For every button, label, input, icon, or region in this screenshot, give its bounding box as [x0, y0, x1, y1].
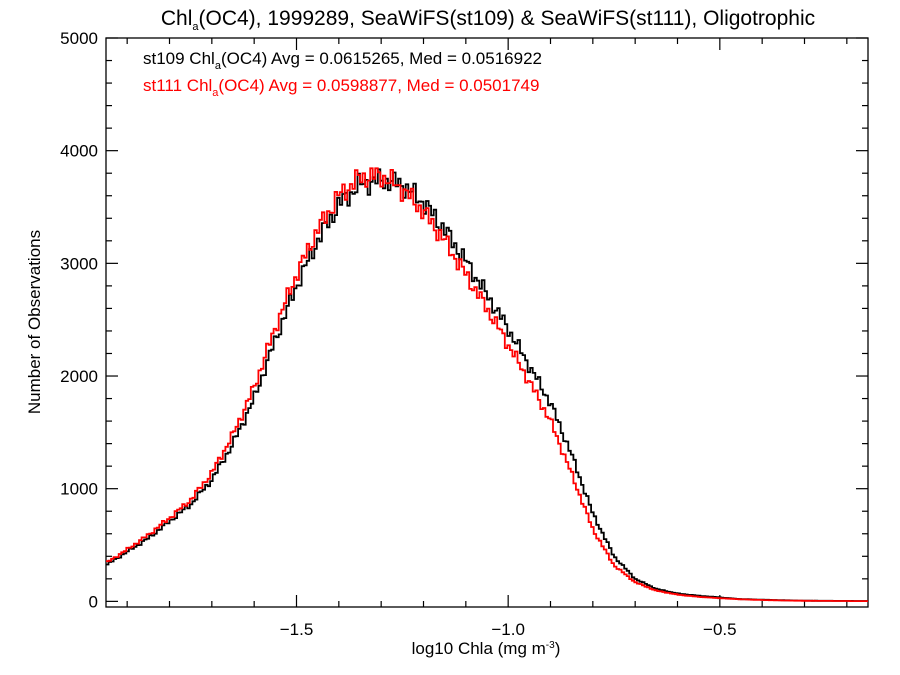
x-tick-label: −0.5	[703, 620, 737, 639]
y-axis-ticks: 0 1000 2000 3000 4000 5000	[60, 29, 868, 611]
series-group	[106, 167, 868, 602]
plot-frame	[105, 37, 869, 608]
legend-entry-st109: st109 Chla(OC4) Avg = 0.0615265, Med = 0…	[143, 49, 542, 72]
y-tick-label: 3000	[60, 254, 98, 273]
y-tick-label: 5000	[60, 29, 98, 48]
chart-title: Chla(OC4), 1999289, SeaWiFS(st109) & Sea…	[161, 7, 815, 33]
y-tick-label: 1000	[60, 480, 98, 499]
series-line-st111	[106, 167, 868, 602]
legend: st109 Chla(OC4) Avg = 0.0615265, Med = 0…	[143, 49, 542, 99]
x-axis-ticks: −1.5 −1.0 −0.5	[126, 38, 848, 639]
y-axis-label: Number of Observations	[25, 230, 44, 414]
x-axis-label: log10 Chla (mg m-3)	[412, 639, 561, 658]
legend-entry-st111: st111 Chla(OC4) Avg = 0.0598877, Med = 0…	[143, 76, 539, 99]
y-tick-label: 2000	[60, 367, 98, 386]
y-tick-label: 0	[89, 592, 98, 611]
x-tick-label: −1.5	[280, 620, 314, 639]
y-tick-label: 4000	[60, 142, 98, 161]
x-tick-label: −1.0	[491, 620, 525, 639]
series-line-st109	[106, 168, 868, 602]
